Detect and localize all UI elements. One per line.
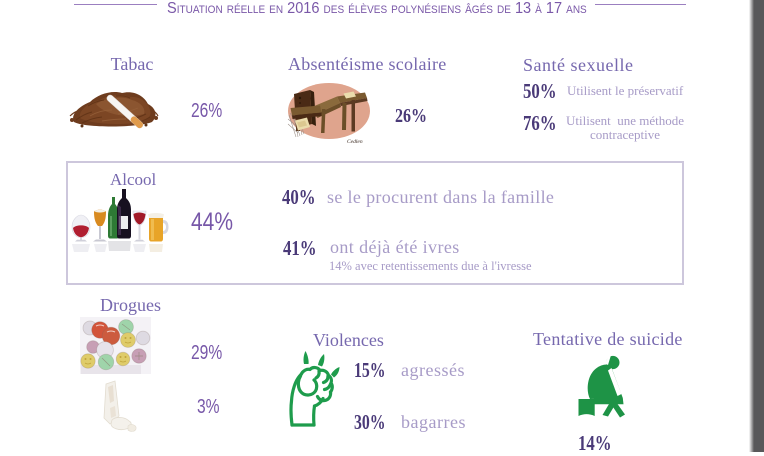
svg-text:Cedlen: Cedlen	[347, 139, 363, 145]
